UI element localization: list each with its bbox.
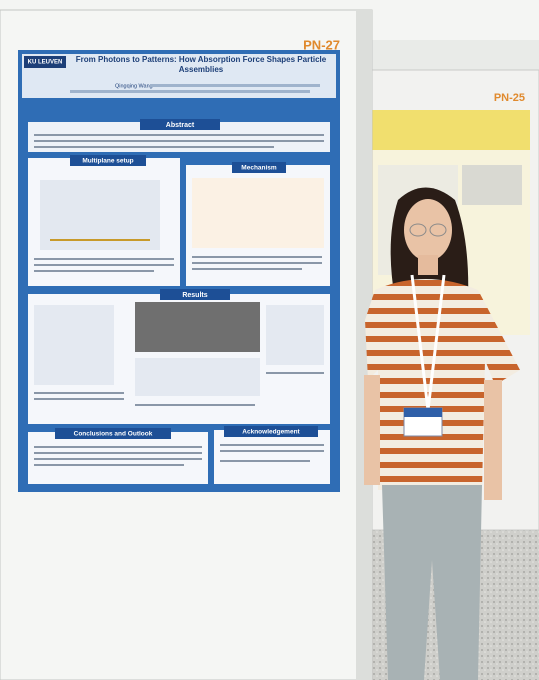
back-poster-block — [462, 165, 522, 205]
text-line — [34, 452, 202, 454]
heading-bar — [70, 155, 146, 166]
logo-box — [24, 56, 66, 68]
text-line — [34, 446, 202, 448]
arm — [484, 380, 502, 500]
heading-bar — [224, 426, 318, 437]
text-line — [34, 458, 202, 460]
jeans — [382, 485, 482, 680]
text-line — [220, 450, 324, 452]
micrograph-grid — [135, 302, 260, 352]
mechanism-figure — [192, 178, 324, 248]
text-line — [34, 146, 274, 148]
text-line — [266, 372, 324, 374]
author-line — [70, 90, 310, 93]
board-label: PN-27 — [303, 37, 340, 52]
board-edge — [356, 10, 372, 680]
text-line — [135, 404, 255, 406]
section-heading: Conclusions and Outlook — [74, 431, 153, 438]
text-line — [34, 140, 324, 142]
poster-title: From Photons to Patterns: How Absorption… — [75, 55, 327, 74]
section-heading: Abstract — [166, 122, 195, 129]
board-label: PN-25 — [494, 92, 525, 104]
text-line — [220, 460, 310, 462]
heading-bar — [140, 119, 220, 130]
results-plot — [135, 358, 260, 396]
glasses — [409, 223, 427, 237]
results-plot — [34, 305, 114, 385]
back-poster-header — [370, 110, 530, 150]
text-line — [34, 264, 174, 266]
person — [364, 187, 520, 680]
section-heading: Results — [182, 292, 207, 299]
logo: KU LEUVEN — [28, 60, 63, 66]
text-line — [192, 268, 302, 270]
section-heading: Multiplane setup — [82, 158, 133, 165]
section-heading: Acknowledgement — [242, 429, 300, 436]
heading-bar — [160, 289, 230, 300]
glasses — [429, 223, 447, 237]
acknowledgement-box — [214, 430, 330, 484]
text-line — [34, 392, 124, 394]
text-line — [192, 256, 322, 258]
text-line — [34, 398, 124, 400]
text-line — [220, 444, 324, 446]
text-line — [34, 270, 154, 272]
author: Qingqing Wang — [115, 83, 153, 89]
text-line — [192, 262, 322, 264]
text-line — [34, 464, 184, 466]
title-box: From Photons to Patterns: How Absorption… — [75, 55, 327, 74]
arm — [364, 375, 380, 485]
badge-header — [404, 408, 442, 417]
heading-bar — [55, 428, 171, 439]
text-line — [34, 258, 174, 260]
neck — [418, 255, 438, 275]
author-line — [150, 84, 320, 87]
setup-diagram — [40, 180, 160, 250]
text-line — [34, 134, 324, 136]
results-plot — [266, 305, 324, 365]
section-heading: Mechanism — [241, 165, 277, 172]
face — [404, 199, 452, 261]
shirt — [365, 279, 520, 490]
heading-bar — [232, 162, 286, 173]
